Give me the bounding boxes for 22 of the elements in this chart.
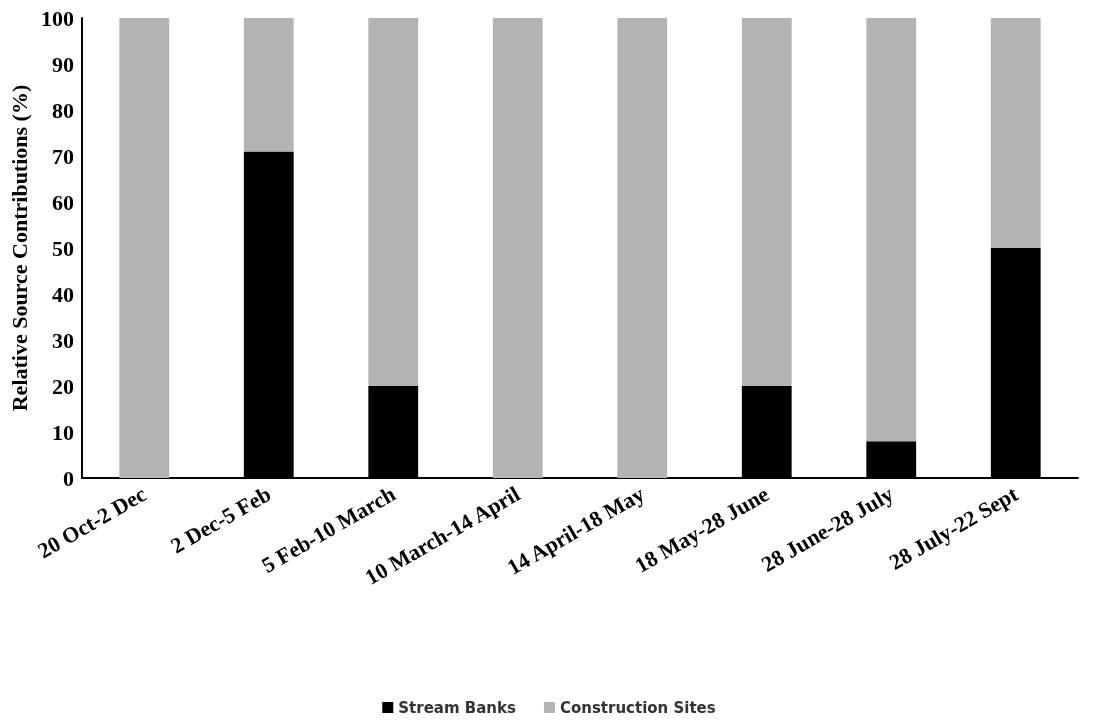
legend-label: Stream Banks	[398, 698, 516, 717]
y-tick-label: 40	[52, 281, 74, 307]
bar	[243, 18, 294, 152]
bar	[866, 18, 917, 442]
y-tick-label: 20	[52, 373, 74, 399]
y-tick-label: 60	[52, 189, 74, 215]
y-tick-label: 70	[52, 143, 74, 169]
y-tick-label: 0	[63, 465, 74, 491]
bar	[368, 18, 419, 386]
y-tick-label: 30	[52, 327, 74, 353]
y-axis-title: Relative Source Contributions (%)	[6, 84, 32, 412]
bar	[990, 18, 1041, 248]
bar	[741, 18, 792, 386]
bar	[119, 18, 170, 478]
y-tick-label: 100	[41, 5, 74, 31]
bar	[492, 18, 543, 478]
legend-label: Construction Sites	[559, 698, 716, 717]
y-tick-label: 50	[52, 235, 74, 261]
y-tick-label: 80	[52, 97, 74, 123]
y-tick-label: 10	[52, 419, 74, 445]
y-tick-label: 90	[52, 51, 74, 77]
bar	[617, 18, 668, 478]
